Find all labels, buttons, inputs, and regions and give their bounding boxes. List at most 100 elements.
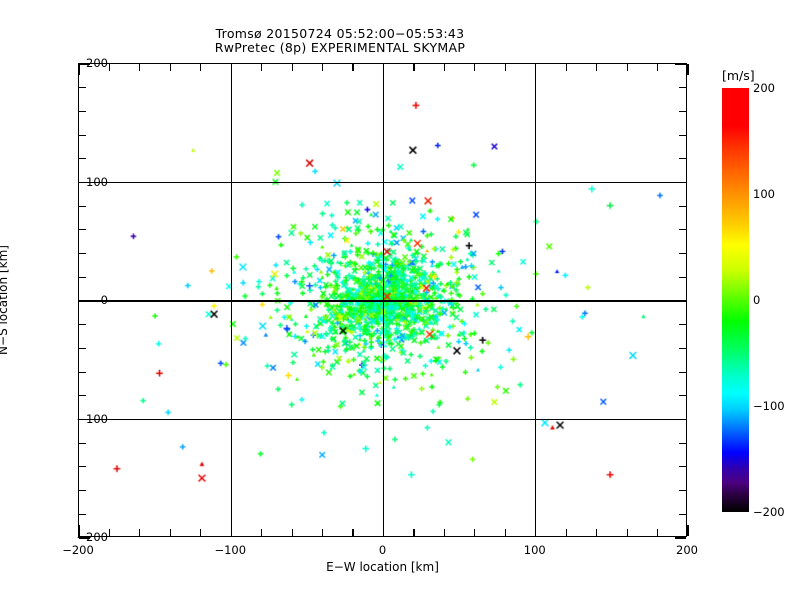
x-tick xyxy=(443,529,445,536)
colorbar-tick-label: 0 xyxy=(753,293,761,307)
x-tick xyxy=(78,64,80,75)
y-tick-label: −100 xyxy=(76,411,108,426)
y-tick xyxy=(675,181,686,184)
x-tick xyxy=(139,64,141,71)
x-tick xyxy=(322,529,324,536)
y-tick xyxy=(79,205,86,207)
x-tick xyxy=(687,64,689,75)
figure-title: Tromsø 20150724 05:52:00−05:53:43 RwPret… xyxy=(0,27,680,55)
y-tick xyxy=(679,442,686,444)
y-tick xyxy=(679,87,686,89)
x-tick xyxy=(413,64,415,71)
y-tick xyxy=(79,63,90,65)
y-tick xyxy=(679,276,686,278)
colorbar-tick-label: −100 xyxy=(753,399,785,413)
colorbar-tick-label: 200 xyxy=(753,81,775,95)
y-tick-label: 100 xyxy=(86,174,108,189)
y-tick xyxy=(79,537,90,539)
x-tick xyxy=(382,525,385,536)
x-tick xyxy=(169,64,171,71)
x-tick-label: −200 xyxy=(62,543,94,557)
y-tick xyxy=(79,442,86,444)
x-tick xyxy=(565,529,567,536)
gridline-horizontal xyxy=(79,300,686,302)
x-tick xyxy=(382,64,385,75)
x-tick xyxy=(656,64,659,71)
title-line-1: Tromsø 20150724 05:52:00−05:53:43 xyxy=(215,26,465,41)
x-tick xyxy=(200,529,202,536)
y-tick xyxy=(79,347,86,349)
gridline-horizontal xyxy=(79,418,686,421)
x-tick xyxy=(230,64,232,75)
y-tick xyxy=(79,181,90,184)
y-tick xyxy=(679,205,686,207)
gridline-vertical xyxy=(230,64,232,536)
y-tick xyxy=(679,490,686,492)
x-tick xyxy=(504,64,506,71)
x-tick xyxy=(108,64,111,71)
x-tick xyxy=(596,529,598,536)
y-tick xyxy=(679,324,686,326)
colorbar-tick-label: −200 xyxy=(753,505,785,519)
x-tick xyxy=(352,64,354,71)
y-tick xyxy=(79,276,86,278)
x-tick xyxy=(291,529,293,536)
x-tick xyxy=(352,529,354,536)
x-tick xyxy=(78,525,80,536)
x-tick xyxy=(474,529,476,536)
y-tick xyxy=(79,418,90,421)
x-tick xyxy=(139,529,141,536)
y-tick xyxy=(679,134,686,136)
scatter-canvas xyxy=(79,64,686,536)
y-tick xyxy=(79,134,86,136)
x-axis-title: E−W location [km] xyxy=(326,560,439,574)
y-tick xyxy=(675,418,686,421)
y-tick xyxy=(675,300,686,302)
x-tick-label: 100 xyxy=(523,543,546,557)
x-tick xyxy=(687,525,689,536)
x-tick xyxy=(261,64,263,71)
x-tick xyxy=(535,64,537,75)
y-axis-title: N−S location [km] xyxy=(0,245,10,355)
plot-area[interactable] xyxy=(78,63,689,539)
x-tick xyxy=(200,64,202,71)
x-tick xyxy=(474,64,476,71)
x-tick xyxy=(504,529,506,536)
y-tick xyxy=(79,158,86,160)
y-tick xyxy=(79,371,86,373)
x-tick xyxy=(596,64,598,71)
y-tick xyxy=(675,537,686,539)
y-tick xyxy=(679,347,686,349)
x-tick xyxy=(443,64,445,71)
x-tick xyxy=(413,529,415,536)
y-tick xyxy=(79,229,86,231)
y-tick xyxy=(679,466,686,468)
x-tick-label: 200 xyxy=(676,543,698,557)
colorbar: [m/s] 200 100 0 −100 −200 xyxy=(722,68,785,519)
y-tick xyxy=(679,513,686,515)
x-tick xyxy=(656,529,659,536)
y-tick-label: 200 xyxy=(86,56,108,70)
gridline-vertical xyxy=(382,64,385,536)
y-tick xyxy=(675,63,686,65)
y-tick-label: −200 xyxy=(76,530,108,544)
colorbar-unit-label: [m/s] xyxy=(722,68,755,83)
y-tick-label: 0 xyxy=(100,293,108,307)
y-tick xyxy=(79,253,86,255)
y-tick xyxy=(79,466,86,468)
colorbar-gradient xyxy=(722,88,749,512)
colorbar-tick-label: 100 xyxy=(753,187,775,201)
y-tick xyxy=(79,513,86,515)
x-tick xyxy=(626,64,628,71)
y-tick xyxy=(79,324,86,326)
x-tick xyxy=(230,525,232,536)
y-tick xyxy=(679,253,686,255)
y-tick xyxy=(79,300,90,302)
y-tick xyxy=(79,490,86,492)
x-tick xyxy=(626,529,628,536)
gridline-horizontal xyxy=(79,181,686,184)
x-tick xyxy=(565,64,567,71)
x-tick-label: −100 xyxy=(214,543,247,557)
y-tick xyxy=(679,371,686,373)
